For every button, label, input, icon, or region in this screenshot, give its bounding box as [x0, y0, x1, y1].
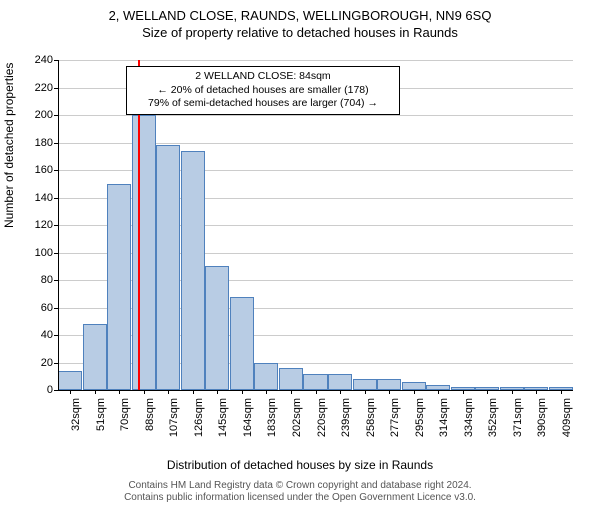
histogram-bar	[83, 324, 107, 390]
histogram-bar	[156, 145, 180, 390]
x-tick-label: 258sqm	[365, 398, 377, 438]
footer-line-1: Contains HM Land Registry data © Crown c…	[0, 480, 600, 492]
x-axis-line	[58, 390, 573, 391]
y-tick-label: 160	[35, 164, 53, 176]
x-tick-label: 277sqm	[389, 398, 401, 438]
x-tick-label: 164sqm	[242, 398, 254, 438]
histogram-bar	[107, 184, 131, 390]
footer-line-2: Contains public information licensed und…	[0, 492, 600, 504]
histogram-bar	[205, 266, 229, 390]
x-tick-label: 334sqm	[463, 398, 475, 438]
histogram-bar	[230, 297, 254, 391]
y-tick-label: 120	[35, 219, 53, 231]
x-tick-label: 107sqm	[168, 398, 180, 438]
x-tick-label: 239sqm	[340, 398, 352, 438]
x-axis-label: Distribution of detached houses by size …	[0, 458, 600, 472]
y-tick-label: 200	[35, 109, 53, 121]
x-tick-label: 371sqm	[512, 398, 524, 438]
y-tick-label: 20	[41, 357, 53, 369]
histogram-bar	[377, 379, 401, 390]
x-tick-label: 352sqm	[487, 398, 499, 438]
x-tick-label: 126sqm	[193, 398, 205, 438]
histogram-bar	[279, 368, 303, 390]
histogram-bar	[132, 115, 156, 390]
info-line-2: ← 20% of detached houses are smaller (17…	[133, 84, 393, 98]
y-tick-label: 140	[35, 192, 53, 204]
chart-plot-area: 02040608010012014016018020022024032sqm51…	[58, 60, 573, 390]
y-axis-label: Number of detached properties	[2, 63, 16, 228]
chart-title-desc: Size of property relative to detached ho…	[0, 25, 600, 40]
x-tick-label: 32sqm	[70, 398, 82, 438]
y-tick-label: 240	[35, 54, 53, 66]
histogram-bar	[402, 382, 426, 390]
y-tick-label: 220	[35, 82, 53, 94]
x-tick-label: 70sqm	[119, 398, 131, 438]
info-line-1: 2 WELLAND CLOSE: 84sqm	[133, 70, 393, 84]
footer-attribution: Contains HM Land Registry data © Crown c…	[0, 480, 600, 504]
histogram-bar	[353, 379, 377, 390]
grid-line	[58, 60, 573, 61]
x-tick-label: 145sqm	[217, 398, 229, 438]
histogram-bar	[181, 151, 205, 390]
x-tick-label: 390sqm	[536, 398, 548, 438]
info-line-3: 79% of semi-detached houses are larger (…	[133, 97, 393, 111]
x-tick-label: 51sqm	[95, 398, 107, 438]
y-tick-label: 60	[41, 302, 53, 314]
histogram-bar	[303, 374, 327, 391]
y-tick-label: 0	[47, 384, 53, 396]
x-tick-label: 295sqm	[414, 398, 426, 438]
histogram-bar	[254, 363, 278, 391]
chart-title-address: 2, WELLAND CLOSE, RAUNDS, WELLINGBOROUGH…	[0, 8, 600, 23]
x-tick-label: 314sqm	[438, 398, 450, 438]
y-tick-label: 180	[35, 137, 53, 149]
y-tick-label: 80	[41, 274, 53, 286]
y-tick-label: 100	[35, 247, 53, 259]
x-tick-label: 183sqm	[266, 398, 278, 438]
x-tick-label: 409sqm	[561, 398, 573, 438]
histogram-bar	[58, 371, 82, 390]
histogram-bar	[328, 374, 352, 391]
y-axis-line	[58, 60, 59, 390]
x-tick-label: 220sqm	[316, 398, 328, 438]
x-tick-label: 202sqm	[291, 398, 303, 438]
y-tick-label: 40	[41, 329, 53, 341]
info-callout-box: 2 WELLAND CLOSE: 84sqm ← 20% of detached…	[126, 66, 400, 115]
x-tick-label: 88sqm	[144, 398, 156, 438]
